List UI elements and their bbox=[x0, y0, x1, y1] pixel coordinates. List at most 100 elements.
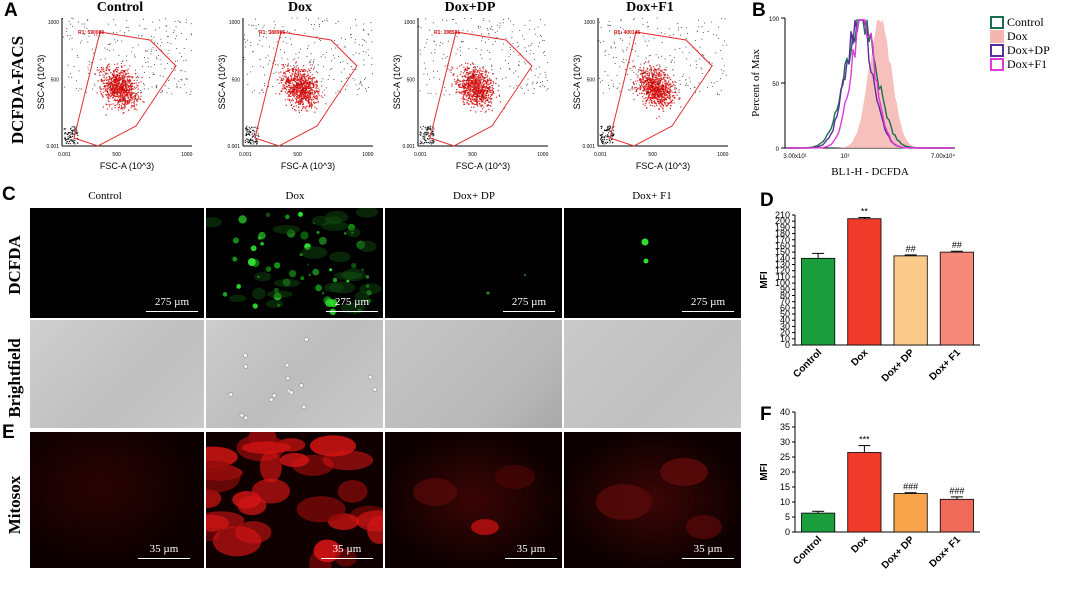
y-tick-label: 110 bbox=[776, 272, 790, 282]
floating-cells bbox=[228, 337, 378, 421]
facs-ytick: 1000 bbox=[404, 20, 415, 26]
brightfield-image-dox-f1 bbox=[564, 320, 741, 428]
category-label: Dox+ F1 bbox=[928, 347, 964, 383]
red-cells bbox=[413, 465, 535, 535]
panel-label-c: C bbox=[2, 184, 16, 205]
bar-0 bbox=[801, 257, 836, 346]
scalebar-label: 275 µm bbox=[511, 296, 547, 308]
row-label-mitosox: Mitosox bbox=[5, 475, 24, 535]
facs-ytick: 0.001 bbox=[402, 144, 415, 150]
green-cells bbox=[206, 208, 382, 316]
y-tick-label: 30 bbox=[780, 437, 790, 447]
facs-ytick: 1000 bbox=[229, 20, 240, 26]
facs-xtick: 500 bbox=[468, 152, 477, 158]
scalebar-label: 275 µm bbox=[690, 296, 726, 308]
facs-plot: R1: 590080 FSC-A (10^3) SSC-A (10^3) 0.001 5… bbox=[36, 17, 193, 171]
facs-ytick: 500 bbox=[587, 77, 596, 83]
facs-title-control: Control bbox=[96, 0, 144, 15]
histogram-ylabel: Percent of Max bbox=[750, 49, 762, 117]
mitosox-image-control: 35 µm bbox=[30, 432, 204, 568]
y-tick-label: 0 bbox=[785, 340, 790, 350]
panel-label-b: B bbox=[752, 0, 766, 21]
facs-ytick: 500 bbox=[407, 77, 416, 83]
bar-3 bbox=[939, 498, 974, 533]
facs-xtick: 500 bbox=[648, 152, 657, 158]
facs-plot: R1: 388905 FSC-A (10^3) SSC-A (10^3) 0.001 5… bbox=[217, 17, 374, 171]
y-tick-label: 70 bbox=[780, 297, 790, 307]
facs-title-dox: Dox bbox=[287, 0, 313, 15]
dcfda-image-dox-dp: 275 µm bbox=[385, 208, 562, 318]
y-tick-label: 25 bbox=[780, 452, 790, 462]
y-tick-label: 50 bbox=[780, 309, 790, 319]
category-label: Control bbox=[791, 347, 824, 380]
bar-1 bbox=[847, 218, 882, 346]
mitosox-image-dox: 35 µm bbox=[206, 432, 383, 568]
micro-title-dox-dp: Dox+ DP bbox=[453, 190, 495, 202]
facs-xlabel: FSC-A (10^3) bbox=[281, 161, 335, 171]
category-label: Dox+ DP bbox=[880, 534, 917, 571]
category-label: Dox bbox=[849, 534, 870, 555]
facs-ytick: 500 bbox=[232, 77, 241, 83]
bar-2 bbox=[893, 493, 928, 533]
histogram-xlabel: BL1-H - DCFDA bbox=[831, 166, 909, 178]
y-tick-label: 35 bbox=[780, 422, 790, 432]
significance-label: ## bbox=[952, 240, 962, 250]
y-tick-label: 210 bbox=[775, 210, 790, 220]
dcfda-image-control: 275 µm bbox=[30, 208, 204, 318]
legend-label-control: Control bbox=[1007, 14, 1044, 29]
significance-label: ### bbox=[903, 482, 918, 492]
bar-0 bbox=[801, 512, 836, 533]
facs-xtick: 1000 bbox=[181, 152, 192, 158]
scalebar-line bbox=[682, 558, 734, 559]
legend-swatch-dox-dp bbox=[990, 43, 1004, 57]
y-tick-label: 90 bbox=[780, 284, 790, 294]
category-label: Dox+ DP bbox=[880, 347, 917, 384]
facs-title-dox-f1: Dox+F1 bbox=[626, 0, 674, 15]
facs-ylabel: SSC-A (10^3) bbox=[572, 55, 582, 110]
histogram-ytick-0: 0 bbox=[776, 147, 780, 153]
panel-label-e: E bbox=[2, 422, 15, 443]
significance-label: ** bbox=[861, 206, 869, 216]
scalebar-label: 35 µm bbox=[693, 543, 723, 555]
histogram-xtick-mid: 10³ bbox=[841, 154, 850, 160]
panel-label-a: A bbox=[4, 0, 18, 21]
significance-label: ### bbox=[949, 486, 964, 496]
micro-title-dox: Dox bbox=[285, 190, 305, 202]
curve-3 bbox=[787, 19, 953, 149]
facs-xtick: 0.001 bbox=[594, 152, 607, 158]
legend-item-control: Control bbox=[990, 15, 1065, 29]
y-tick-label: 180 bbox=[775, 229, 790, 239]
curve-dox bbox=[787, 20, 953, 148]
y-tick-label: 10 bbox=[780, 497, 790, 507]
facs-xtick: 500 bbox=[112, 152, 121, 158]
significance-label: ## bbox=[906, 244, 916, 254]
scalebar-label: 275 µm bbox=[154, 296, 190, 308]
scalebar-line bbox=[138, 558, 190, 559]
gate-polygon bbox=[609, 31, 713, 147]
bar-3 bbox=[939, 251, 974, 346]
histogram-axes: 0 50 100 3.00x10¹ 10³ 7.00x10⁴ BL1-H - D… bbox=[750, 17, 955, 178]
y-tick-label: 200 bbox=[775, 216, 790, 226]
panel-label-d: D bbox=[760, 190, 774, 211]
gate-polygon bbox=[254, 31, 358, 147]
y-tick-label: 30 bbox=[780, 321, 790, 331]
facs-xtick: 1000 bbox=[537, 152, 548, 158]
y-tick-label: 5 bbox=[785, 512, 790, 522]
facs-ytick: 1000 bbox=[584, 20, 595, 26]
panel-label-f: F bbox=[760, 404, 772, 425]
facs-xtick: 500 bbox=[293, 152, 302, 158]
facs-ylabel: SSC-A (10^3) bbox=[217, 55, 227, 110]
histogram-legend: Control Dox Dox+DP Dox+F1 bbox=[990, 15, 1065, 71]
gate-polygon bbox=[429, 31, 533, 147]
y-tick-label: 190 bbox=[775, 222, 790, 232]
facs-plot: R1: 400145 FSC-A (10^3) SSC-A (10^3) 0.001 5… bbox=[572, 17, 729, 171]
histogram-ytick-100: 100 bbox=[769, 17, 780, 23]
y-tick-label: 10 bbox=[780, 334, 790, 344]
y-tick-label: 170 bbox=[775, 235, 790, 245]
y-tick-label: 120 bbox=[775, 266, 790, 276]
facs-plots: R1: 590080 FSC-A (10^3) SSC-A (10^3) 0.001 5… bbox=[36, 17, 729, 171]
y-tick-label: 15 bbox=[780, 482, 790, 492]
scalebar-label: 275 µm bbox=[334, 296, 370, 308]
facs-ylabel: SSC-A (10^3) bbox=[392, 55, 402, 110]
facs-ytick: 500 bbox=[51, 77, 60, 83]
